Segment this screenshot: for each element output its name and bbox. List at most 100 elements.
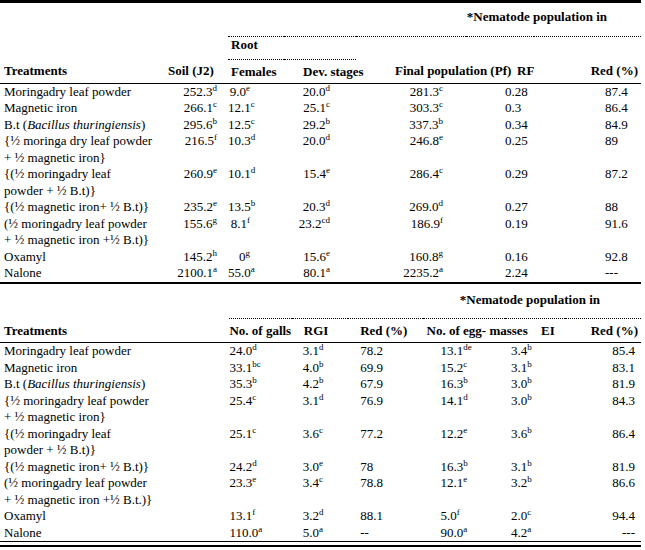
value-cell: 3.6b bbox=[505, 426, 565, 459]
value-cell: 92.8 bbox=[534, 249, 641, 266]
value-cell: 3.1d bbox=[292, 343, 348, 360]
value-cell: 89 bbox=[534, 133, 641, 166]
treatment-name: {(½ moringadry leafpowder + ½ B.t)} bbox=[0, 426, 229, 459]
treatment-name: (½ moringadry leaf powder+ ½ magnetic ir… bbox=[0, 475, 229, 508]
table-row: B.t (Bacillus thuringiensis)295.6b12.5c2… bbox=[0, 117, 641, 134]
value-cell: 337.3b bbox=[356, 117, 466, 134]
value-cell: 88 bbox=[534, 199, 641, 216]
table-row: {½ moringadry leaf powder+ ½ magnetic ir… bbox=[0, 393, 641, 426]
value-cell: 29.2b bbox=[284, 117, 356, 134]
value-cell: 0.27 bbox=[466, 199, 534, 216]
column-header: Red (%) bbox=[348, 319, 422, 343]
value-cell: 266.1c bbox=[166, 100, 228, 117]
value-cell: 20.3d bbox=[284, 199, 356, 216]
value-cell: 3.2b bbox=[505, 475, 565, 508]
value-cell: 260.9e bbox=[166, 166, 228, 199]
treatment-name: Nalone bbox=[0, 525, 229, 542]
table-row: {½ moringa dry leaf powder+ ½ magnetic i… bbox=[0, 133, 641, 166]
column-header: Soil (J2) bbox=[166, 59, 228, 83]
treatment-name: {(½ magnetic iron+ ½ B.t)} bbox=[0, 199, 166, 216]
value-cell: 86.6 bbox=[565, 475, 641, 508]
root-subheader-label: Root bbox=[228, 36, 641, 53]
value-cell: 33.1bc bbox=[229, 360, 291, 377]
value-cell: 20.0d bbox=[284, 133, 356, 166]
treatment-name: {½ moringadry leaf powder+ ½ magnetic ir… bbox=[0, 393, 229, 426]
value-cell: 13.1f bbox=[229, 508, 291, 525]
value-cell: 3.1b bbox=[505, 459, 565, 476]
value-cell: 67.9 bbox=[348, 376, 422, 393]
value-cell: 16.3b bbox=[423, 459, 506, 476]
value-cell: 246.8e bbox=[356, 133, 466, 166]
table-row: (½ moringadry leaf powder+ ½ magnetic ir… bbox=[0, 475, 641, 508]
value-cell: 286.4c bbox=[356, 166, 466, 199]
table-bottom-double-rule bbox=[0, 541, 641, 547]
nematode-population-table-soil-root: *Nematode population in Root TreatmentsS… bbox=[0, 0, 641, 284]
value-cell: 0.19 bbox=[466, 216, 534, 249]
value-cell: 3.1b bbox=[505, 360, 565, 377]
nematode-population-span-label: *Nematode population in bbox=[228, 2, 641, 30]
value-cell: 3.0e bbox=[292, 459, 348, 476]
value-cell: 12.5c bbox=[228, 117, 284, 134]
value-cell: 84.3 bbox=[565, 393, 641, 426]
value-cell: 12.1e bbox=[423, 475, 506, 508]
value-cell: 77.2 bbox=[348, 426, 422, 459]
spacer-cell bbox=[0, 284, 229, 313]
spacer-cell bbox=[0, 36, 228, 53]
nematode-population-span-label: *Nematode population in bbox=[229, 284, 641, 313]
column-header: Dev. stages bbox=[284, 59, 356, 83]
spacer-cell bbox=[0, 2, 228, 30]
value-cell: 281.3c bbox=[356, 83, 466, 100]
value-cell: 86.4 bbox=[565, 426, 641, 459]
value-cell: 13.1de bbox=[423, 343, 506, 360]
value-cell: 24.2d bbox=[229, 459, 291, 476]
value-cell: 295.6b bbox=[166, 117, 228, 134]
table-row: {(½ moringadry leafpowder + ½ B.t)}260.9… bbox=[0, 166, 641, 199]
value-cell: 3.0b bbox=[505, 393, 565, 426]
value-cell: 2.24 bbox=[466, 265, 534, 283]
value-cell: 0.28 bbox=[466, 83, 534, 100]
value-cell: 3.1d bbox=[292, 393, 348, 426]
treatment-name: Oxamyl bbox=[0, 508, 229, 525]
value-cell: 0.29 bbox=[466, 166, 534, 199]
value-cell: 86.4 bbox=[534, 100, 641, 117]
column-header: No. of egg- masses bbox=[423, 319, 506, 343]
value-cell: 78.2 bbox=[348, 343, 422, 360]
table-row: Nalone110.0a5.0a--90.0a4.2a--- bbox=[0, 525, 641, 542]
value-cell: 0.34 bbox=[466, 117, 534, 134]
table-row: Oxamyl145.2h0g15.6e160.8g0.1692.8 bbox=[0, 249, 641, 266]
value-cell: 216.5f bbox=[166, 133, 228, 166]
table-row: {(½ moringadry leafpowder + ½ B.t)}25.1c… bbox=[0, 426, 641, 459]
paper-table-figure: *Nematode population in Root TreatmentsS… bbox=[0, 0, 645, 547]
column-header: Females bbox=[228, 59, 284, 83]
value-cell: 0.25 bbox=[466, 133, 534, 166]
value-cell: 85.4 bbox=[565, 343, 641, 360]
value-cell: 4.0b bbox=[292, 360, 348, 377]
value-cell: 10.1d bbox=[228, 166, 284, 199]
value-cell: 25.1c bbox=[229, 426, 291, 459]
treatment-name: Magnetic iron bbox=[0, 100, 166, 117]
value-cell: 4.2b bbox=[292, 376, 348, 393]
value-cell: 3.6c bbox=[292, 426, 348, 459]
treatment-name: Magnetic iron bbox=[0, 360, 229, 377]
value-cell: 0g bbox=[228, 249, 284, 266]
value-cell: 76.9 bbox=[348, 393, 422, 426]
value-cell: 69.9 bbox=[348, 360, 422, 377]
value-cell: 88.1 bbox=[348, 508, 422, 525]
value-cell: 155.6g bbox=[166, 216, 228, 249]
value-cell: 84.9 bbox=[534, 117, 641, 134]
value-cell: 55.0a bbox=[228, 265, 284, 283]
value-cell: 8.1f bbox=[228, 216, 284, 249]
treatment-name: Oxamyl bbox=[0, 249, 166, 266]
value-cell: 87.4 bbox=[534, 83, 641, 100]
value-cell: 0.16 bbox=[466, 249, 534, 266]
value-cell: --- bbox=[534, 265, 641, 283]
value-cell: 2100.1a bbox=[166, 265, 228, 283]
table-row: Moringadry leaf powder24.0d3.1d78.213.1d… bbox=[0, 343, 641, 360]
value-cell: 80.1a bbox=[284, 265, 356, 283]
treatment-name: {½ moringa dry leaf powder+ ½ magnetic i… bbox=[0, 133, 166, 166]
table-row: {(½ magnetic iron+ ½ B.t)}24.2d3.0e7816.… bbox=[0, 459, 641, 476]
value-cell: 35.3b bbox=[229, 376, 291, 393]
value-cell: 24.0d bbox=[229, 343, 291, 360]
nematode-population-table-galls-eggmasses: *Nematode population in TreatmentsNo. of… bbox=[0, 284, 641, 542]
treatment-name: {(½ magnetic iron+ ½ B.t)} bbox=[0, 459, 229, 476]
